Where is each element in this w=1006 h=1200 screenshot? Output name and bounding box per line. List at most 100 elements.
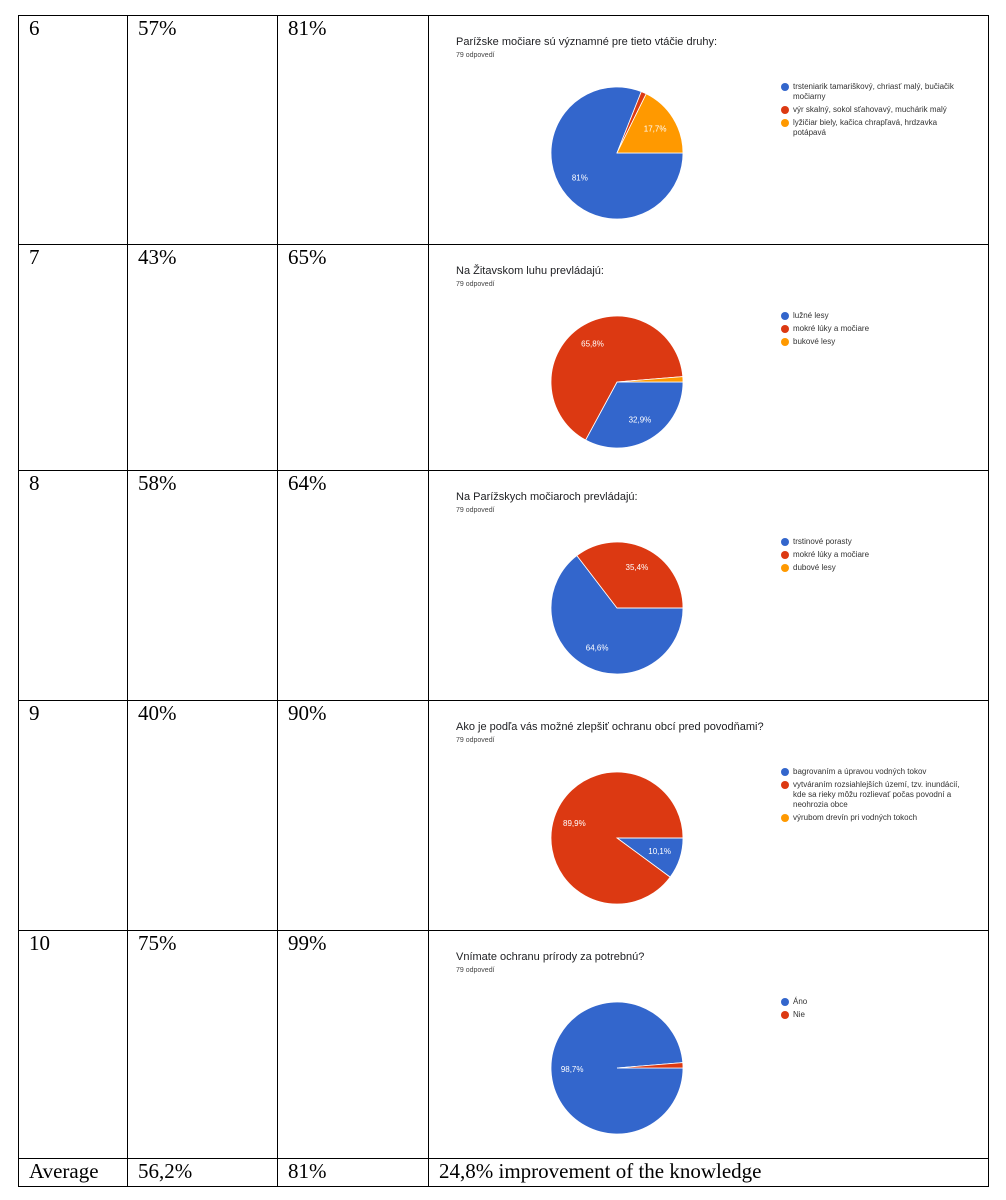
pie: 81% 17,7% (550, 86, 684, 220)
legend-item: bukové lesy (781, 337, 971, 347)
legend-swatch (781, 781, 789, 789)
chart-title: Na Parížskych močiaroch prevládajú: (456, 491, 638, 503)
chart-subtitle: 79 odpovedí (456, 507, 495, 514)
legend-item: výrubom drevín pri vodných tokoch (781, 813, 971, 823)
chart-cell: Parížske močiare sú významné pre tieto v… (428, 15, 989, 245)
legend-item: lyžičiar biely, kačica chrapľavá, hrdzav… (781, 118, 971, 138)
table-row: 8 58% 64% Na Parížskych močiaroch prevládaj… (18, 470, 989, 701)
chart: Parížske močiare sú významné pre tieto v… (429, 16, 988, 243)
legend-item: trsteniarik tamariškový, chriasť malý, b… (781, 82, 971, 102)
legend-item: mokré lúky a močiare (781, 324, 971, 334)
legend-label: lyžičiar biely, kačica chrapľavá, hrdzav… (793, 118, 938, 137)
cell: 8 (18, 470, 128, 701)
chart-title: Parížske močiare sú významné pre tieto v… (456, 36, 718, 48)
cell: 58% (127, 470, 278, 701)
slice-label: 35,4% (626, 563, 649, 572)
footer-cell: 24,8% improvement of the knowledge (428, 1158, 989, 1187)
chart: Vnímate ochranu prírody za potrebnú? 79 o… (429, 931, 988, 1157)
legend-swatch (781, 106, 789, 114)
chart-subtitle: 79 odpovedí (456, 281, 495, 288)
legend-label: trsteniarik tamariškový, chriasť malý, b… (793, 82, 954, 101)
legend-label: vytváraním rozsiahlejších území, tzv. in… (793, 780, 960, 809)
pie-slice (550, 315, 684, 441)
legend: trsteniarik tamariškový, chriasť malý, b… (781, 82, 971, 141)
footer-cell: 81% (277, 1158, 429, 1187)
pie-slice (616, 1062, 684, 1069)
pie-slice (585, 381, 684, 449)
pie: 10,1% 89,9% (550, 771, 684, 905)
table-row: 6 57% 81% Parížske močiare sú významné pre … (18, 15, 989, 245)
legend-item: dubové lesy (781, 563, 971, 573)
legend-swatch (781, 1011, 789, 1019)
legend-label: dubové lesy (793, 563, 836, 572)
pie: 32,9% 65,8% (550, 315, 684, 449)
cell: 10 (18, 930, 128, 1159)
cell: 64% (277, 470, 429, 701)
cell: 57% (127, 15, 278, 245)
pie-slice (616, 93, 684, 154)
table-row: 9 40% 90% Ako je podľa vás možné zlepšiť oc… (18, 700, 989, 931)
legend-label: výr skalný, sokol sťahovavý, muchárik ma… (793, 105, 947, 114)
slice-label: 10,1% (648, 847, 671, 856)
legend-swatch (781, 551, 789, 559)
chart-title: Ako je podľa vás možné zlepšiť ochranu o… (456, 721, 764, 733)
table-row: 10 75% 99% Vnímate ochranu prírody za potre… (18, 930, 989, 1159)
cell: 81% (277, 15, 429, 245)
cell: 9 (18, 700, 128, 931)
slice-label: 98,7% (561, 1065, 584, 1074)
cell: 99% (277, 930, 429, 1159)
footer-cell: Average (18, 1158, 128, 1187)
slice-label: 89,9% (563, 819, 586, 828)
legend-label: lužné lesy (793, 311, 829, 320)
legend-item: výr skalný, sokol sťahovavý, muchárik ma… (781, 105, 971, 115)
cell: 40% (127, 700, 278, 931)
legend-swatch (781, 83, 789, 91)
footer-row: Average 56,2% 81% 24,8% improvement of the … (18, 1158, 989, 1187)
cell: 75% (127, 930, 278, 1159)
legend-item: bagrovaním a úpravou vodných tokov (781, 767, 971, 777)
chart: Na Žitavskom luhu prevládajú: 79 odpovedí… (429, 245, 988, 469)
slice-label: 17,7% (644, 124, 667, 133)
legend-swatch (781, 768, 789, 776)
cell: 6 (18, 15, 128, 245)
chart-cell: Na Žitavskom luhu prevládajú: 79 odpovedí… (428, 244, 989, 471)
legend: lužné lesy mokré lúky a močiare bukové les… (781, 311, 971, 350)
pie: 64,6% 35,4% (550, 541, 684, 675)
legend-swatch (781, 564, 789, 572)
legend-label: trstinové porasty (793, 537, 852, 546)
pie: 98,7% (550, 1001, 684, 1135)
legend-swatch (781, 325, 789, 333)
chart-cell: Na Parížskych močiaroch prevládajú: 79 od… (428, 470, 989, 701)
legend-swatch (781, 998, 789, 1006)
chart-subtitle: 79 odpovedí (456, 737, 495, 744)
legend-item: trstinové porasty (781, 537, 971, 547)
legend: trstinové porasty mokré lúky a močiare dub… (781, 537, 971, 576)
legend-swatch (781, 814, 789, 822)
footer-cell: 56,2% (127, 1158, 278, 1187)
legend-item: Áno (781, 997, 971, 1007)
table-row: 7 43% 65% Na Žitavskom luhu prevládajú: 79 o… (18, 244, 989, 471)
pie-slice (576, 541, 684, 609)
cell: 90% (277, 700, 429, 931)
slice-label: 81% (572, 173, 588, 182)
pie-slice (616, 376, 684, 383)
chart: Na Parížskych močiaroch prevládajú: 79 od… (429, 471, 988, 699)
legend-item: vytváraním rozsiahlejších území, tzv. in… (781, 780, 971, 810)
legend-swatch (781, 338, 789, 346)
legend-label: Áno (793, 997, 808, 1006)
slice-label: 65,8% (581, 340, 604, 349)
legend-item: Nie (781, 1010, 971, 1020)
chart: Ako je podľa vás možné zlepšiť ochranu o… (429, 701, 988, 929)
legend: bagrovaním a úpravou vodných tokov vytvár… (781, 767, 971, 826)
chart-cell: Ako je podľa vás možné zlepšiť ochranu o… (428, 700, 989, 931)
slice-label: 64,6% (586, 643, 609, 652)
legend-item: mokré lúky a močiare (781, 550, 971, 560)
results-table: 6 57% 81% Parížske močiare sú významné pre … (18, 15, 989, 1187)
legend-label: výrubom drevín pri vodných tokoch (793, 813, 918, 822)
cell: 65% (277, 244, 429, 471)
slice-label: 32,9% (629, 416, 652, 425)
pie-slice (550, 555, 684, 675)
legend-label: Nie (793, 1010, 806, 1019)
chart-cell: Vnímate ochranu prírody za potrebnú? 79 o… (428, 930, 989, 1159)
